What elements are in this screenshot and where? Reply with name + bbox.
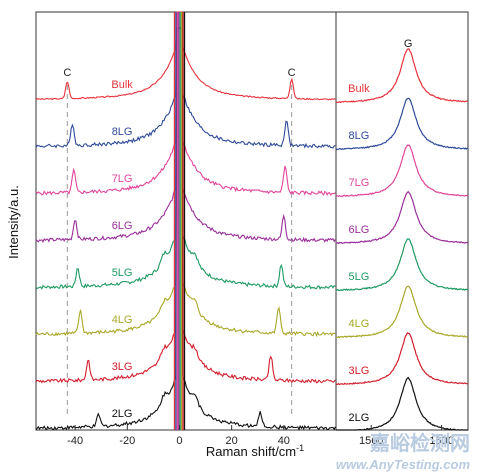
x-tick-label: 40 [278, 435, 290, 447]
x-tick-label: 0 [176, 435, 182, 447]
spectrum-line-8lg [35, 11, 336, 149]
c-peak-guides [66, 85, 293, 415]
g-band-line-6lg [335, 190, 469, 245]
low-frequency-series [35, 11, 336, 431]
x-tick-label: 20 [226, 435, 238, 447]
series-label-6lg: 6LG [112, 220, 133, 232]
series-label-2lg: 2LG [112, 408, 133, 420]
spectrum-line-3lg [35, 11, 336, 384]
g-band-series [335, 48, 469, 431]
g-x-tick-label: 1560 [359, 435, 383, 447]
spectrum-line-2lg [35, 27, 336, 431]
g-band-line-7lg [335, 144, 469, 198]
right-series-labels: Bulk 8LG 7LG 6LG 5LG 4LG 3LG 2LG [348, 83, 370, 424]
g-series-label-5lg: 5LG [348, 271, 369, 283]
left-series-labels: Bulk 8LG 7LG 6LG 5LG 4LG 3LG 2LG [111, 79, 133, 420]
x-axis-label-superscript: -1 [296, 443, 304, 453]
g-x-tick-label: 1600 [429, 435, 453, 447]
spectrum-line-7lg [35, 11, 336, 196]
g-series-label-8lg: 8LG [348, 130, 369, 142]
series-label-4lg: 4LG [112, 314, 133, 326]
g-band-line-5lg [335, 238, 469, 292]
g-series-label-bulk: Bulk [348, 83, 370, 95]
right-x-ticks: 1560 1600 [359, 425, 454, 447]
series-label-7lg: 7LG [112, 173, 133, 185]
g-band-line-8lg [335, 97, 468, 151]
x-axis-label: Raman shift/cm-1 [206, 443, 304, 459]
peak-annotations: C C G [63, 38, 412, 79]
g-series-label-7lg: 7LG [348, 177, 369, 189]
g-band-line-4lg [335, 285, 469, 339]
spectrum-line-bulk [35, 11, 336, 101]
g-band-line-bulk [335, 48, 469, 104]
series-label-5lg: 5LG [112, 267, 133, 279]
spectrum-line-4lg [35, 11, 336, 338]
g-series-label-3lg: 3LG [348, 365, 369, 377]
g-series-label-2lg: 2LG [348, 412, 369, 424]
g-peak-label: G [404, 38, 413, 50]
left-x-ticks: -40 -20 0 20 40 [67, 425, 290, 447]
g-series-label-6lg: 6LG [348, 224, 369, 236]
right-panel-frame [335, 11, 469, 431]
x-tick-label: -40 [67, 435, 83, 447]
spectrum-line-6lg [35, 11, 336, 244]
series-label-bulk: Bulk [111, 79, 133, 91]
spectrum-line-5lg [35, 11, 336, 290]
watermark-url: www.AnyTesting.com [336, 457, 471, 472]
x-tick-label: -20 [119, 435, 135, 447]
g-band-line-3lg [335, 332, 469, 386]
c-peak-label: C [288, 67, 296, 79]
series-label-3lg: 3LG [112, 361, 133, 373]
y-axis-label: Intensity/a.u. [6, 185, 21, 259]
g-band-line-2lg [336, 376, 468, 431]
watermark-cn: 嘉峪检测网 [369, 431, 470, 455]
x-axis-label-text: Raman shift/cm [206, 444, 296, 459]
c-peak-label: C [63, 67, 71, 79]
g-series-label-4lg: 4LG [348, 318, 369, 330]
series-label-8lg: 8LG [112, 126, 133, 138]
